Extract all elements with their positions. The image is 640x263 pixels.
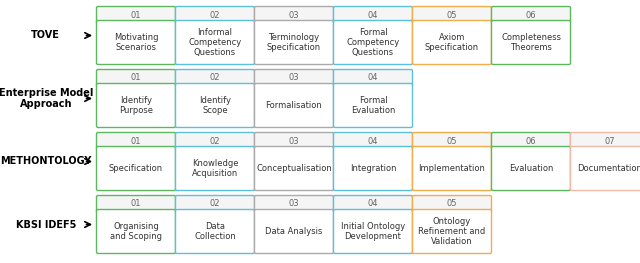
FancyBboxPatch shape bbox=[97, 133, 175, 149]
Text: Implementation: Implementation bbox=[419, 164, 485, 173]
Text: METHONTOLOGY: METHONTOLOGY bbox=[0, 156, 92, 166]
FancyBboxPatch shape bbox=[333, 21, 413, 64]
Text: 03: 03 bbox=[289, 73, 300, 83]
Text: Integration: Integration bbox=[349, 164, 396, 173]
FancyBboxPatch shape bbox=[570, 133, 640, 149]
FancyBboxPatch shape bbox=[413, 133, 492, 149]
FancyBboxPatch shape bbox=[255, 7, 333, 23]
FancyBboxPatch shape bbox=[175, 210, 255, 254]
FancyBboxPatch shape bbox=[570, 146, 640, 190]
FancyBboxPatch shape bbox=[97, 195, 175, 213]
Text: 05: 05 bbox=[447, 11, 457, 19]
Text: Formal
Evaluation: Formal Evaluation bbox=[351, 96, 395, 115]
FancyBboxPatch shape bbox=[413, 21, 492, 64]
FancyBboxPatch shape bbox=[333, 195, 413, 213]
Text: 06: 06 bbox=[525, 11, 536, 19]
FancyBboxPatch shape bbox=[255, 21, 333, 64]
FancyBboxPatch shape bbox=[333, 146, 413, 190]
Text: Terminology
Specification: Terminology Specification bbox=[267, 33, 321, 52]
FancyBboxPatch shape bbox=[333, 69, 413, 87]
Text: Data Analysis: Data Analysis bbox=[266, 227, 323, 236]
FancyBboxPatch shape bbox=[97, 146, 175, 190]
FancyBboxPatch shape bbox=[413, 146, 492, 190]
Text: 07: 07 bbox=[605, 136, 615, 145]
FancyBboxPatch shape bbox=[255, 210, 333, 254]
Text: Formal
Competency
Questions: Formal Competency Questions bbox=[346, 28, 399, 57]
Text: 01: 01 bbox=[131, 136, 141, 145]
FancyBboxPatch shape bbox=[175, 133, 255, 149]
Text: 02: 02 bbox=[210, 73, 220, 83]
FancyBboxPatch shape bbox=[333, 133, 413, 149]
FancyBboxPatch shape bbox=[492, 21, 570, 64]
FancyBboxPatch shape bbox=[333, 7, 413, 23]
FancyBboxPatch shape bbox=[255, 83, 333, 128]
FancyBboxPatch shape bbox=[97, 69, 175, 87]
Text: Identify
Purpose: Identify Purpose bbox=[119, 96, 153, 115]
Text: Conceptualisation: Conceptualisation bbox=[256, 164, 332, 173]
FancyBboxPatch shape bbox=[97, 7, 175, 23]
FancyBboxPatch shape bbox=[175, 69, 255, 87]
Text: TOVE: TOVE bbox=[31, 31, 60, 41]
FancyBboxPatch shape bbox=[175, 83, 255, 128]
FancyBboxPatch shape bbox=[255, 195, 333, 213]
Text: 02: 02 bbox=[210, 11, 220, 19]
FancyBboxPatch shape bbox=[97, 210, 175, 254]
Text: 04: 04 bbox=[368, 136, 378, 145]
FancyBboxPatch shape bbox=[492, 133, 570, 149]
Text: 04: 04 bbox=[368, 73, 378, 83]
FancyBboxPatch shape bbox=[413, 7, 492, 23]
FancyBboxPatch shape bbox=[175, 146, 255, 190]
Text: Data
Collection: Data Collection bbox=[194, 222, 236, 241]
FancyBboxPatch shape bbox=[97, 21, 175, 64]
Text: 02: 02 bbox=[210, 200, 220, 209]
Text: Organising
and Scoping: Organising and Scoping bbox=[110, 222, 162, 241]
Text: 06: 06 bbox=[525, 136, 536, 145]
Text: Knowledge
Acquisition: Knowledge Acquisition bbox=[192, 159, 238, 178]
Text: Motivating
Scenarios: Motivating Scenarios bbox=[114, 33, 158, 52]
Text: 03: 03 bbox=[289, 136, 300, 145]
Text: Initial Ontology
Development: Initial Ontology Development bbox=[341, 222, 405, 241]
Text: 02: 02 bbox=[210, 136, 220, 145]
Text: Formalisation: Formalisation bbox=[266, 101, 323, 110]
Text: Specification: Specification bbox=[109, 164, 163, 173]
Text: 05: 05 bbox=[447, 200, 457, 209]
FancyBboxPatch shape bbox=[333, 83, 413, 128]
Text: 04: 04 bbox=[368, 11, 378, 19]
Text: Ontology
Refinement and
Validation: Ontology Refinement and Validation bbox=[419, 217, 486, 246]
FancyBboxPatch shape bbox=[492, 146, 570, 190]
Text: KBSI IDEF5: KBSI IDEF5 bbox=[15, 220, 76, 230]
FancyBboxPatch shape bbox=[255, 146, 333, 190]
FancyBboxPatch shape bbox=[413, 195, 492, 213]
Text: 03: 03 bbox=[289, 11, 300, 19]
FancyBboxPatch shape bbox=[255, 69, 333, 87]
Text: Evaluation: Evaluation bbox=[509, 164, 553, 173]
Text: 03: 03 bbox=[289, 200, 300, 209]
FancyBboxPatch shape bbox=[97, 83, 175, 128]
FancyBboxPatch shape bbox=[255, 133, 333, 149]
Text: 05: 05 bbox=[447, 136, 457, 145]
Text: 01: 01 bbox=[131, 73, 141, 83]
FancyBboxPatch shape bbox=[175, 195, 255, 213]
FancyBboxPatch shape bbox=[492, 7, 570, 23]
Text: Documentation: Documentation bbox=[577, 164, 640, 173]
FancyBboxPatch shape bbox=[333, 210, 413, 254]
Text: Axiom
Specification: Axiom Specification bbox=[425, 33, 479, 52]
FancyBboxPatch shape bbox=[413, 210, 492, 254]
FancyBboxPatch shape bbox=[175, 21, 255, 64]
Text: 01: 01 bbox=[131, 200, 141, 209]
FancyBboxPatch shape bbox=[175, 7, 255, 23]
Text: Completeness
Theorems: Completeness Theorems bbox=[501, 33, 561, 52]
Text: Enterprise Model
Approach: Enterprise Model Approach bbox=[0, 88, 93, 109]
Text: 01: 01 bbox=[131, 11, 141, 19]
Text: Informal
Competency
Questions: Informal Competency Questions bbox=[188, 28, 242, 57]
Text: 04: 04 bbox=[368, 200, 378, 209]
Text: Identify
Scope: Identify Scope bbox=[199, 96, 231, 115]
